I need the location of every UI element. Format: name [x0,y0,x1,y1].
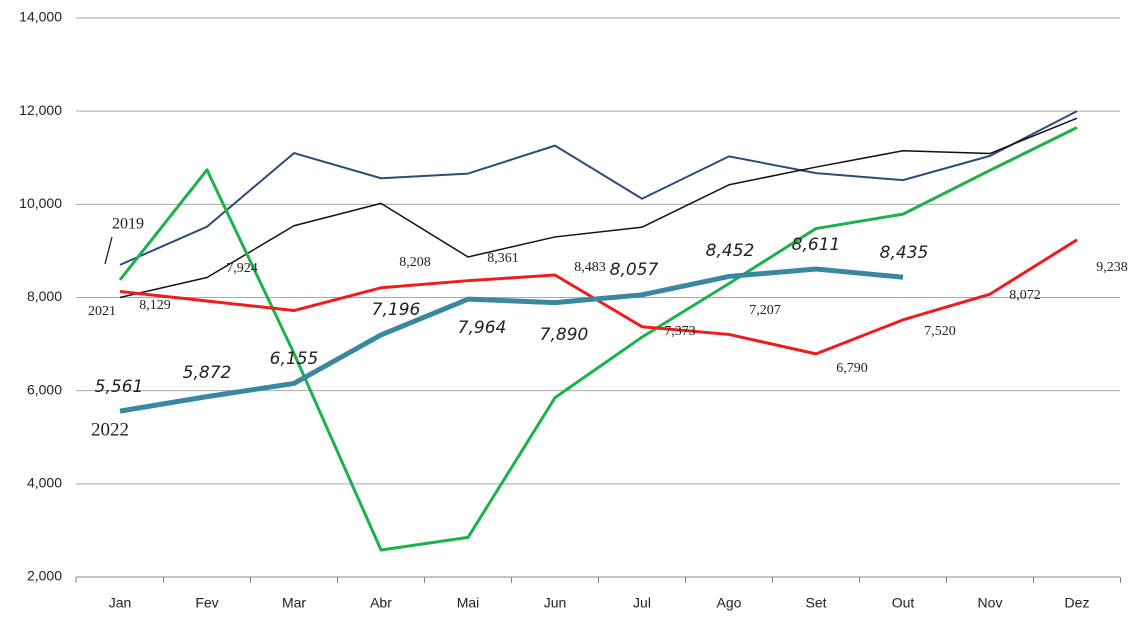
y-tick-label: 12,000 [19,102,62,118]
series-line [118,126,1078,552]
data-label: 8,611 [792,235,841,255]
x-tick-label: Set [805,595,826,611]
data-label: 8,129 [139,298,171,313]
y-tick-label: 14,000 [19,9,62,25]
data-label: 8,057 [610,260,659,280]
x-tick-label: Jul [633,595,651,611]
data-label: 7,964 [458,318,507,338]
data-label: 8,483 [574,260,606,275]
data-label: 6,790 [836,361,868,376]
data-label: 6,155 [270,349,319,369]
x-tick-label: Ago [717,595,742,611]
data-label: 8,452 [706,241,755,261]
data-label: 8,072 [1009,288,1041,303]
y-tick-label: 2,000 [27,568,62,584]
y-tick-label: 6,000 [27,381,62,397]
series-line [119,110,1078,266]
leader-line [104,236,113,265]
y-tick-label: 4,000 [27,475,62,491]
data-label: 5,561 [95,377,144,397]
series-line [119,266,904,414]
x-tick-label: Dez [1065,595,1090,611]
series-name-label: 2022 [91,419,129,440]
data-label: 7,890 [540,325,589,345]
series-name-label: 2021 [88,304,116,319]
data-label: 7,373 [664,324,696,339]
data-label: 9,238 [1096,260,1128,275]
data-label: 7,196 [372,300,421,320]
x-tick-label: Mai [457,595,480,611]
x-tick-label: Out [892,595,915,611]
data-label: 7,924 [226,261,258,276]
data-label: 7,520 [924,324,956,339]
data-label: 8,208 [399,255,431,270]
y-tick-label: 10,000 [19,195,62,211]
x-tick-label: Jun [544,595,567,611]
series-name-label: 2019 [112,216,144,233]
data-label: 5,872 [183,363,232,383]
data-label: 7,207 [749,303,781,318]
x-tick-label: Fev [195,595,218,611]
x-tick-label: Jan [109,595,132,611]
y-tick-label: 8,000 [27,288,62,304]
series-line [119,117,1078,299]
x-tick-label: Mar [282,595,306,611]
data-label: 8,361 [487,251,519,266]
data-label: 8,435 [880,243,929,263]
x-tick-label: Abr [370,595,392,611]
x-tick-label: Nov [978,595,1003,611]
